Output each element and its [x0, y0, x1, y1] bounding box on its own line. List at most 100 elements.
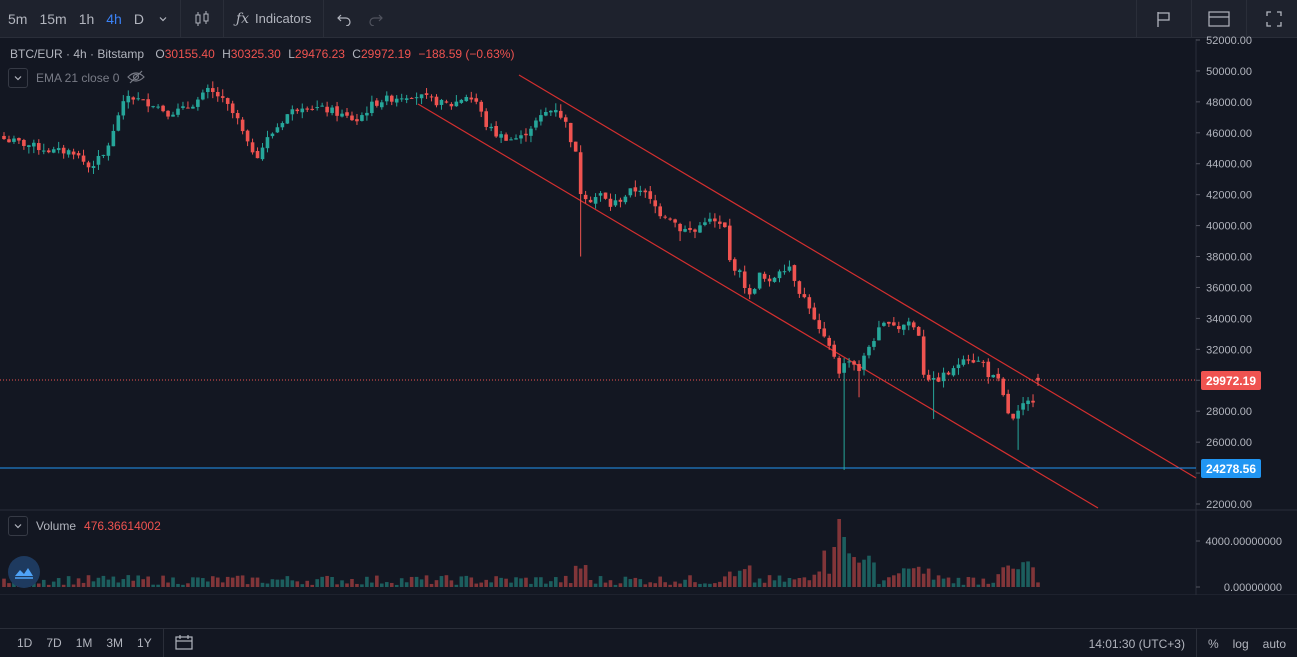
candle-body [360, 115, 364, 121]
timeframe-d[interactable]: D [133, 10, 144, 27]
candle-body [275, 127, 280, 133]
volume-bar [747, 565, 752, 587]
candles-icon[interactable] [185, 0, 219, 38]
volume-bar [474, 583, 479, 587]
candle-body [877, 327, 881, 341]
price-tick-label: 22000.00 [1206, 499, 1252, 511]
timeframe-5m[interactable]: 5m [8, 10, 28, 27]
undo-icon[interactable] [328, 0, 360, 38]
candle-body [971, 360, 976, 363]
volume-bar [32, 582, 36, 587]
candle-body [121, 101, 126, 116]
volume-bar [61, 584, 66, 587]
candle-body [300, 108, 305, 113]
volume-bar [146, 576, 150, 587]
candle-body [220, 96, 225, 98]
candle-body [901, 324, 906, 330]
tradingview-logo[interactable] [8, 556, 40, 588]
candle-body [12, 138, 16, 142]
candle-body [643, 190, 648, 193]
candle-body [479, 101, 484, 112]
goto-date-icon[interactable] [168, 634, 200, 653]
redo-icon[interactable] [360, 0, 392, 38]
volume-tick-label: 0.00000000 [1224, 582, 1282, 594]
candle-body [713, 218, 717, 222]
percent-toggle[interactable]: % [1207, 636, 1219, 651]
volume-bar [563, 575, 568, 587]
channel-upper-line [518, 74, 1197, 479]
chevron-down-icon[interactable] [150, 0, 176, 38]
volume-bar [708, 583, 712, 587]
volume-value: 476.36614002 [84, 519, 161, 533]
candle-body [509, 139, 513, 141]
layout-icon[interactable] [1196, 0, 1242, 38]
auto-toggle[interactable]: auto [1262, 636, 1286, 651]
volume-bar [762, 582, 767, 587]
flag-icon[interactable] [1141, 0, 1187, 38]
candle-body [762, 273, 767, 279]
candle-body [350, 115, 354, 121]
range-1m[interactable]: 1M [75, 636, 93, 650]
volume-bar [628, 579, 633, 587]
log-toggle[interactable]: log [1232, 636, 1249, 651]
eye-hidden-icon[interactable] [127, 70, 146, 87]
range-7d[interactable]: 7D [46, 636, 62, 650]
volume-bar [245, 584, 250, 587]
volume-bar [166, 582, 170, 587]
candle-body [882, 322, 886, 326]
range-1d[interactable]: 1D [17, 636, 33, 650]
candle-body [414, 97, 419, 99]
fullscreen-icon[interactable] [1251, 0, 1297, 38]
toolbar-divider [222, 0, 224, 38]
candle-body [678, 223, 682, 232]
candle-body [514, 138, 518, 140]
bottom-right-controls: 14:01:30 (UTC+3) % log auto [1082, 629, 1293, 657]
volume-bar [519, 578, 523, 587]
candle-body [772, 277, 777, 282]
timeframe-15m[interactable]: 15m [39, 10, 67, 27]
timeframe-1h[interactable]: 1h [78, 10, 95, 27]
volume-bar [1026, 561, 1030, 587]
indicators-button[interactable]: ƒx Indicators [228, 0, 319, 38]
candle-body [225, 98, 230, 104]
volume-collapse-button[interactable] [8, 516, 28, 536]
volume-bar [892, 575, 896, 587]
candle-body [916, 326, 921, 336]
volume-bar [51, 581, 56, 587]
chart-background [0, 39, 1297, 595]
volume-bar [732, 576, 737, 587]
chart-canvas[interactable]: 52000.00 50000.00 48000.00 46000.00 44000.00… [0, 0, 1297, 595]
volume-bar [151, 584, 155, 587]
candle-body [837, 357, 841, 374]
volume-bar [852, 557, 856, 587]
volume-bar [718, 581, 722, 587]
price-tick-label: 52000.00 [1206, 35, 1252, 47]
ema-collapse-button[interactable] [8, 68, 28, 88]
candle-body [375, 100, 379, 106]
volume-bar [36, 583, 41, 587]
range-1y[interactable]: 1Y [137, 636, 152, 650]
candle-body [583, 194, 588, 200]
price-tick-label: 44000.00 [1206, 159, 1252, 171]
low-value: 29476.23 [294, 47, 345, 61]
timeframe-4h[interactable]: 4h [106, 10, 122, 27]
candle-body [2, 135, 6, 140]
volume-bar [1016, 569, 1020, 587]
candle-body [767, 278, 772, 282]
horizontal-line-price-tag: 24278.56 [1200, 459, 1261, 478]
range-3m[interactable]: 3M [106, 636, 124, 650]
candle-body [230, 103, 235, 114]
volume-bar [429, 583, 434, 587]
volume-bar [419, 579, 424, 587]
candle-body [966, 359, 971, 361]
candle-body [459, 99, 464, 103]
volume-bar [737, 570, 742, 587]
candle-body [469, 97, 474, 100]
volume-bar [240, 575, 245, 587]
volume-bar [877, 583, 881, 587]
candle-body [633, 187, 638, 192]
volume-bar [389, 582, 394, 587]
timeframe-list: 5m 15m 1h 4h D [0, 0, 150, 38]
candle-body [131, 97, 136, 100]
volume-bar [270, 579, 275, 587]
